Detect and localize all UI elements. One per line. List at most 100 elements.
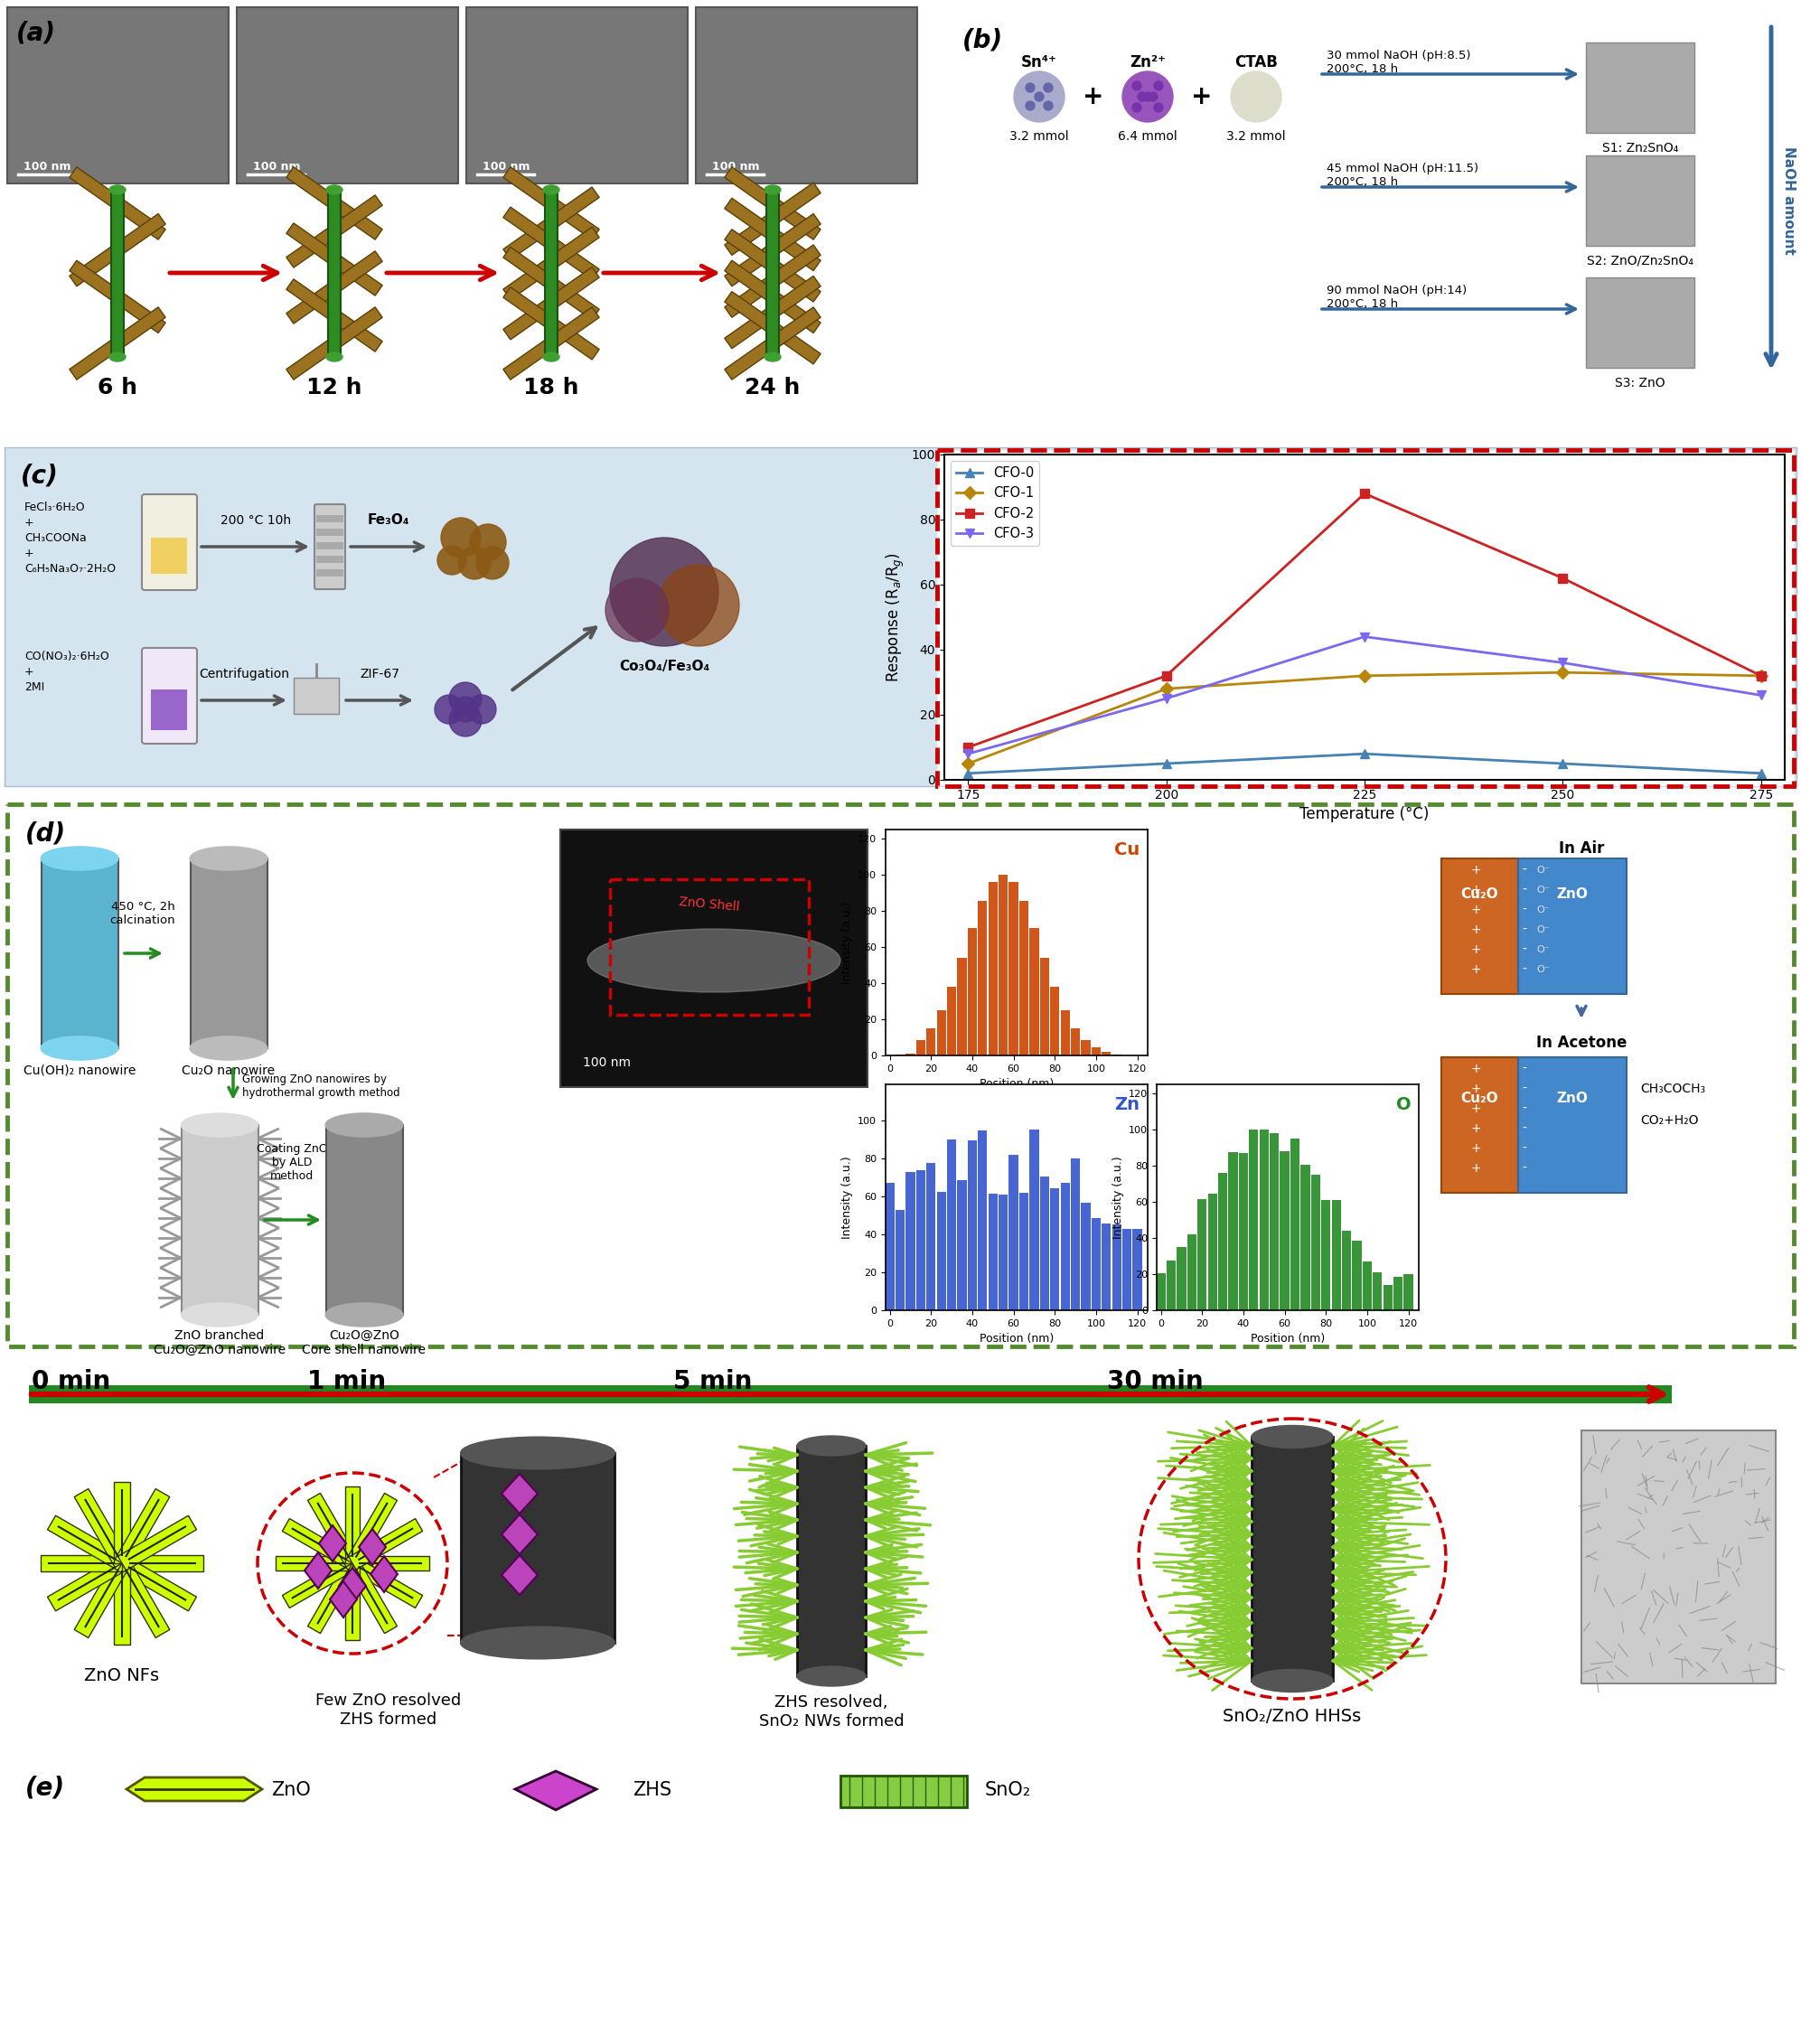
Text: O⁻: O⁻: [1536, 867, 1549, 875]
Bar: [1072, 1159, 1081, 1310]
Bar: [1009, 881, 1018, 1055]
Legend: CFO-0, CFO-1, CFO-2, CFO-3: CFO-0, CFO-1, CFO-2, CFO-3: [951, 462, 1039, 546]
Bar: [1009, 1155, 1018, 1310]
Bar: [1322, 1200, 1331, 1310]
Text: ZnO: ZnO: [1556, 887, 1588, 901]
CFO-2: [1552, 566, 1574, 591]
Text: +: +: [1082, 84, 1104, 108]
Text: O⁻: O⁻: [1536, 944, 1549, 955]
Polygon shape: [286, 168, 382, 239]
Polygon shape: [724, 307, 821, 380]
Polygon shape: [502, 168, 600, 239]
Text: (b): (b): [962, 27, 1003, 53]
Circle shape: [1154, 102, 1163, 112]
Text: +: +: [1470, 1143, 1480, 1155]
Polygon shape: [501, 1555, 538, 1594]
Bar: [1252, 1437, 1333, 1680]
Text: 450 °C, 2h
calcination: 450 °C, 2h calcination: [110, 901, 175, 926]
Circle shape: [438, 546, 466, 574]
Bar: [466, 8, 688, 184]
Polygon shape: [117, 1515, 196, 1570]
Polygon shape: [286, 280, 382, 352]
Text: CH₃COCH₃: CH₃COCH₃: [1641, 1083, 1706, 1096]
Bar: [917, 1171, 926, 1310]
Circle shape: [611, 538, 719, 646]
Bar: [328, 190, 340, 358]
Bar: [1133, 1228, 1142, 1310]
CFO-1: [1552, 660, 1574, 685]
Bar: [1187, 1235, 1196, 1310]
Bar: [611, 879, 809, 1014]
Ellipse shape: [544, 352, 560, 362]
Bar: [1587, 43, 1695, 133]
Text: 30 min: 30 min: [1108, 1369, 1203, 1394]
Bar: [182, 1124, 259, 1314]
Text: (c): (c): [22, 464, 58, 489]
Text: 100 nm: 100 nm: [584, 1057, 630, 1069]
Text: +: +: [1470, 865, 1480, 877]
Polygon shape: [501, 1474, 538, 1513]
Ellipse shape: [110, 186, 126, 194]
Bar: [937, 450, 1794, 787]
Polygon shape: [276, 1555, 353, 1570]
Bar: [1259, 1130, 1268, 1310]
CFO-1: [1354, 664, 1376, 689]
Bar: [1061, 1010, 1070, 1055]
Text: 12 h: 12 h: [306, 376, 362, 399]
Text: CTAB: CTAB: [1234, 55, 1277, 69]
Text: 3.2 mmol: 3.2 mmol: [1226, 131, 1286, 143]
Text: CO(NO₃)₂·6H₂O
+
2MI: CO(NO₃)₂·6H₂O + 2MI: [25, 650, 110, 693]
Polygon shape: [353, 1555, 429, 1570]
CFO-2: [1156, 664, 1178, 689]
Bar: [461, 1453, 614, 1643]
Polygon shape: [339, 1568, 366, 1605]
Text: Cu(OH)₂ nanowire: Cu(OH)₂ nanowire: [23, 1065, 135, 1077]
Circle shape: [1154, 82, 1163, 90]
Circle shape: [1045, 84, 1054, 92]
Text: 18 h: 18 h: [524, 376, 580, 399]
Text: Few ZnO resolved
ZHS formed: Few ZnO resolved ZHS formed: [315, 1692, 461, 1727]
Circle shape: [1045, 102, 1054, 110]
Bar: [317, 515, 344, 523]
Bar: [947, 1141, 956, 1310]
Ellipse shape: [191, 846, 267, 871]
Text: +: +: [1190, 84, 1212, 108]
Text: +: +: [1470, 924, 1480, 936]
Text: -: -: [1522, 1143, 1527, 1155]
Polygon shape: [349, 1519, 423, 1570]
Text: +: +: [1470, 944, 1480, 957]
Text: ZnO: ZnO: [272, 1780, 310, 1799]
Polygon shape: [319, 1525, 346, 1562]
Bar: [326, 1124, 403, 1314]
Polygon shape: [346, 1492, 396, 1568]
Text: S2: ZnO/Zn₂SnO₄: S2: ZnO/Zn₂SnO₄: [1587, 256, 1693, 268]
Bar: [998, 875, 1009, 1055]
Polygon shape: [502, 247, 600, 319]
Polygon shape: [70, 168, 166, 239]
Bar: [1290, 1139, 1300, 1310]
Bar: [1091, 1218, 1100, 1310]
Text: S1: Zn₂SnO₄: S1: Zn₂SnO₄: [1603, 141, 1679, 155]
Text: ZnO: ZnO: [1556, 1091, 1588, 1104]
Polygon shape: [126, 1778, 263, 1801]
Bar: [958, 1181, 967, 1310]
Bar: [1039, 1177, 1050, 1310]
Ellipse shape: [1252, 1670, 1333, 1692]
Bar: [841, 1776, 967, 1807]
Text: -: -: [1522, 963, 1527, 975]
Text: O⁻: O⁻: [1536, 965, 1549, 975]
Bar: [989, 1194, 998, 1310]
Text: +: +: [1470, 1063, 1480, 1075]
Circle shape: [1133, 102, 1142, 112]
Text: +: +: [1470, 1122, 1480, 1134]
Ellipse shape: [764, 352, 782, 362]
Circle shape: [657, 564, 738, 646]
Polygon shape: [346, 1486, 360, 1564]
Bar: [1250, 1130, 1259, 1310]
Bar: [1122, 1228, 1131, 1310]
Polygon shape: [502, 188, 600, 260]
Bar: [926, 1163, 937, 1310]
Bar: [1176, 1247, 1187, 1310]
Text: NaOH amount: NaOH amount: [1781, 147, 1796, 256]
Bar: [1300, 1165, 1309, 1310]
